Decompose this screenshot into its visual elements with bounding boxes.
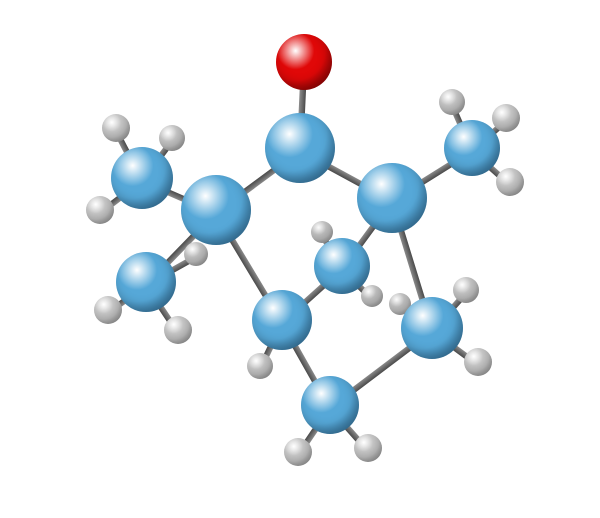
atom-H	[86, 196, 114, 224]
molecule-diagram	[0, 0, 600, 518]
atom-H	[464, 348, 492, 376]
atom-O	[276, 34, 332, 90]
atom-H	[439, 89, 465, 115]
atom-C	[401, 297, 463, 359]
atom-C	[252, 290, 312, 350]
atom-C	[116, 252, 176, 312]
atom-H	[184, 242, 208, 266]
atom-H	[164, 316, 192, 344]
atom-C	[314, 238, 370, 294]
atom-C	[357, 163, 427, 233]
atom-H	[496, 168, 524, 196]
atom-H	[354, 434, 382, 462]
atom-H	[94, 296, 122, 324]
atom-C	[301, 376, 359, 434]
atom-H	[159, 125, 185, 151]
atom-H	[361, 285, 383, 307]
atom-H	[284, 438, 312, 466]
atom-C	[444, 120, 500, 176]
atom-H	[453, 277, 479, 303]
atom-C	[111, 147, 173, 209]
atom-H	[247, 353, 273, 379]
atom-C	[265, 113, 335, 183]
atom-C	[181, 175, 251, 245]
atom-H	[492, 104, 520, 132]
atom-H	[102, 114, 130, 142]
